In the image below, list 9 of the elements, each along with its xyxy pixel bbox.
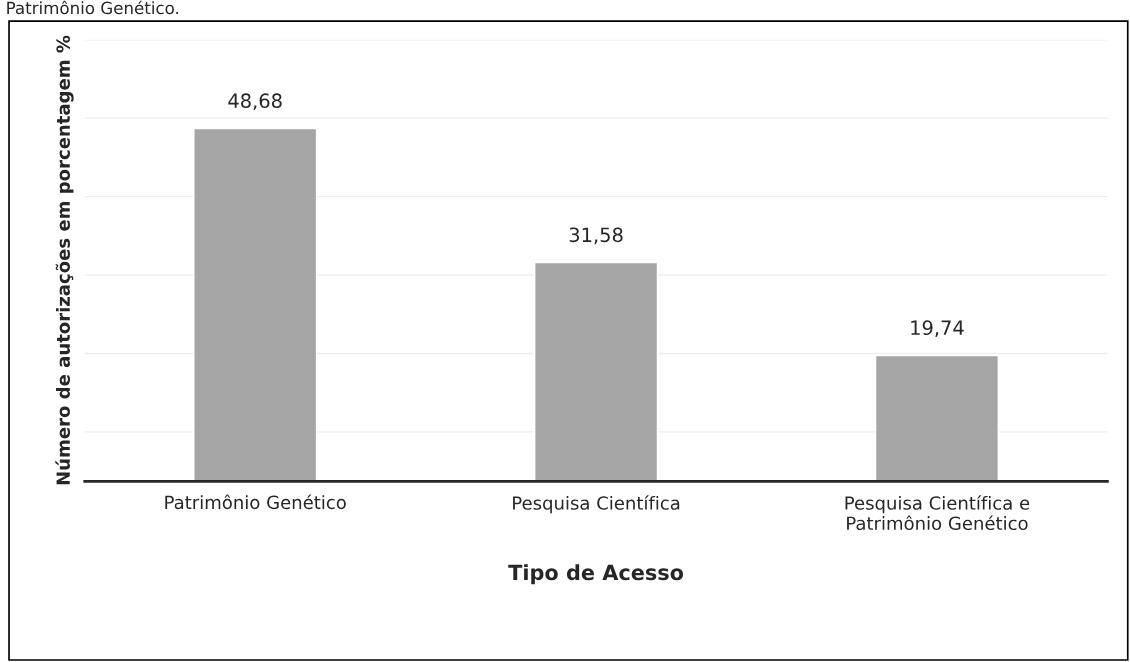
data-label: 31,58 xyxy=(569,227,623,245)
text: Patrimônio Genético. xyxy=(7,0,179,15)
data-label: 48,68 xyxy=(228,93,282,111)
x-tick-label: Pesquisa Científica e Patrimônio Genético xyxy=(845,495,1030,531)
x-tick-label: Patrimônio Genético xyxy=(165,494,346,510)
x-axis-title: Tipo de Acesso xyxy=(508,564,684,585)
y-axis-title: Número de autorizações em porcentagem % xyxy=(55,35,74,485)
data-label: 19,74 xyxy=(911,320,964,338)
x-tick-label: Pesquisa Científica xyxy=(513,495,680,514)
